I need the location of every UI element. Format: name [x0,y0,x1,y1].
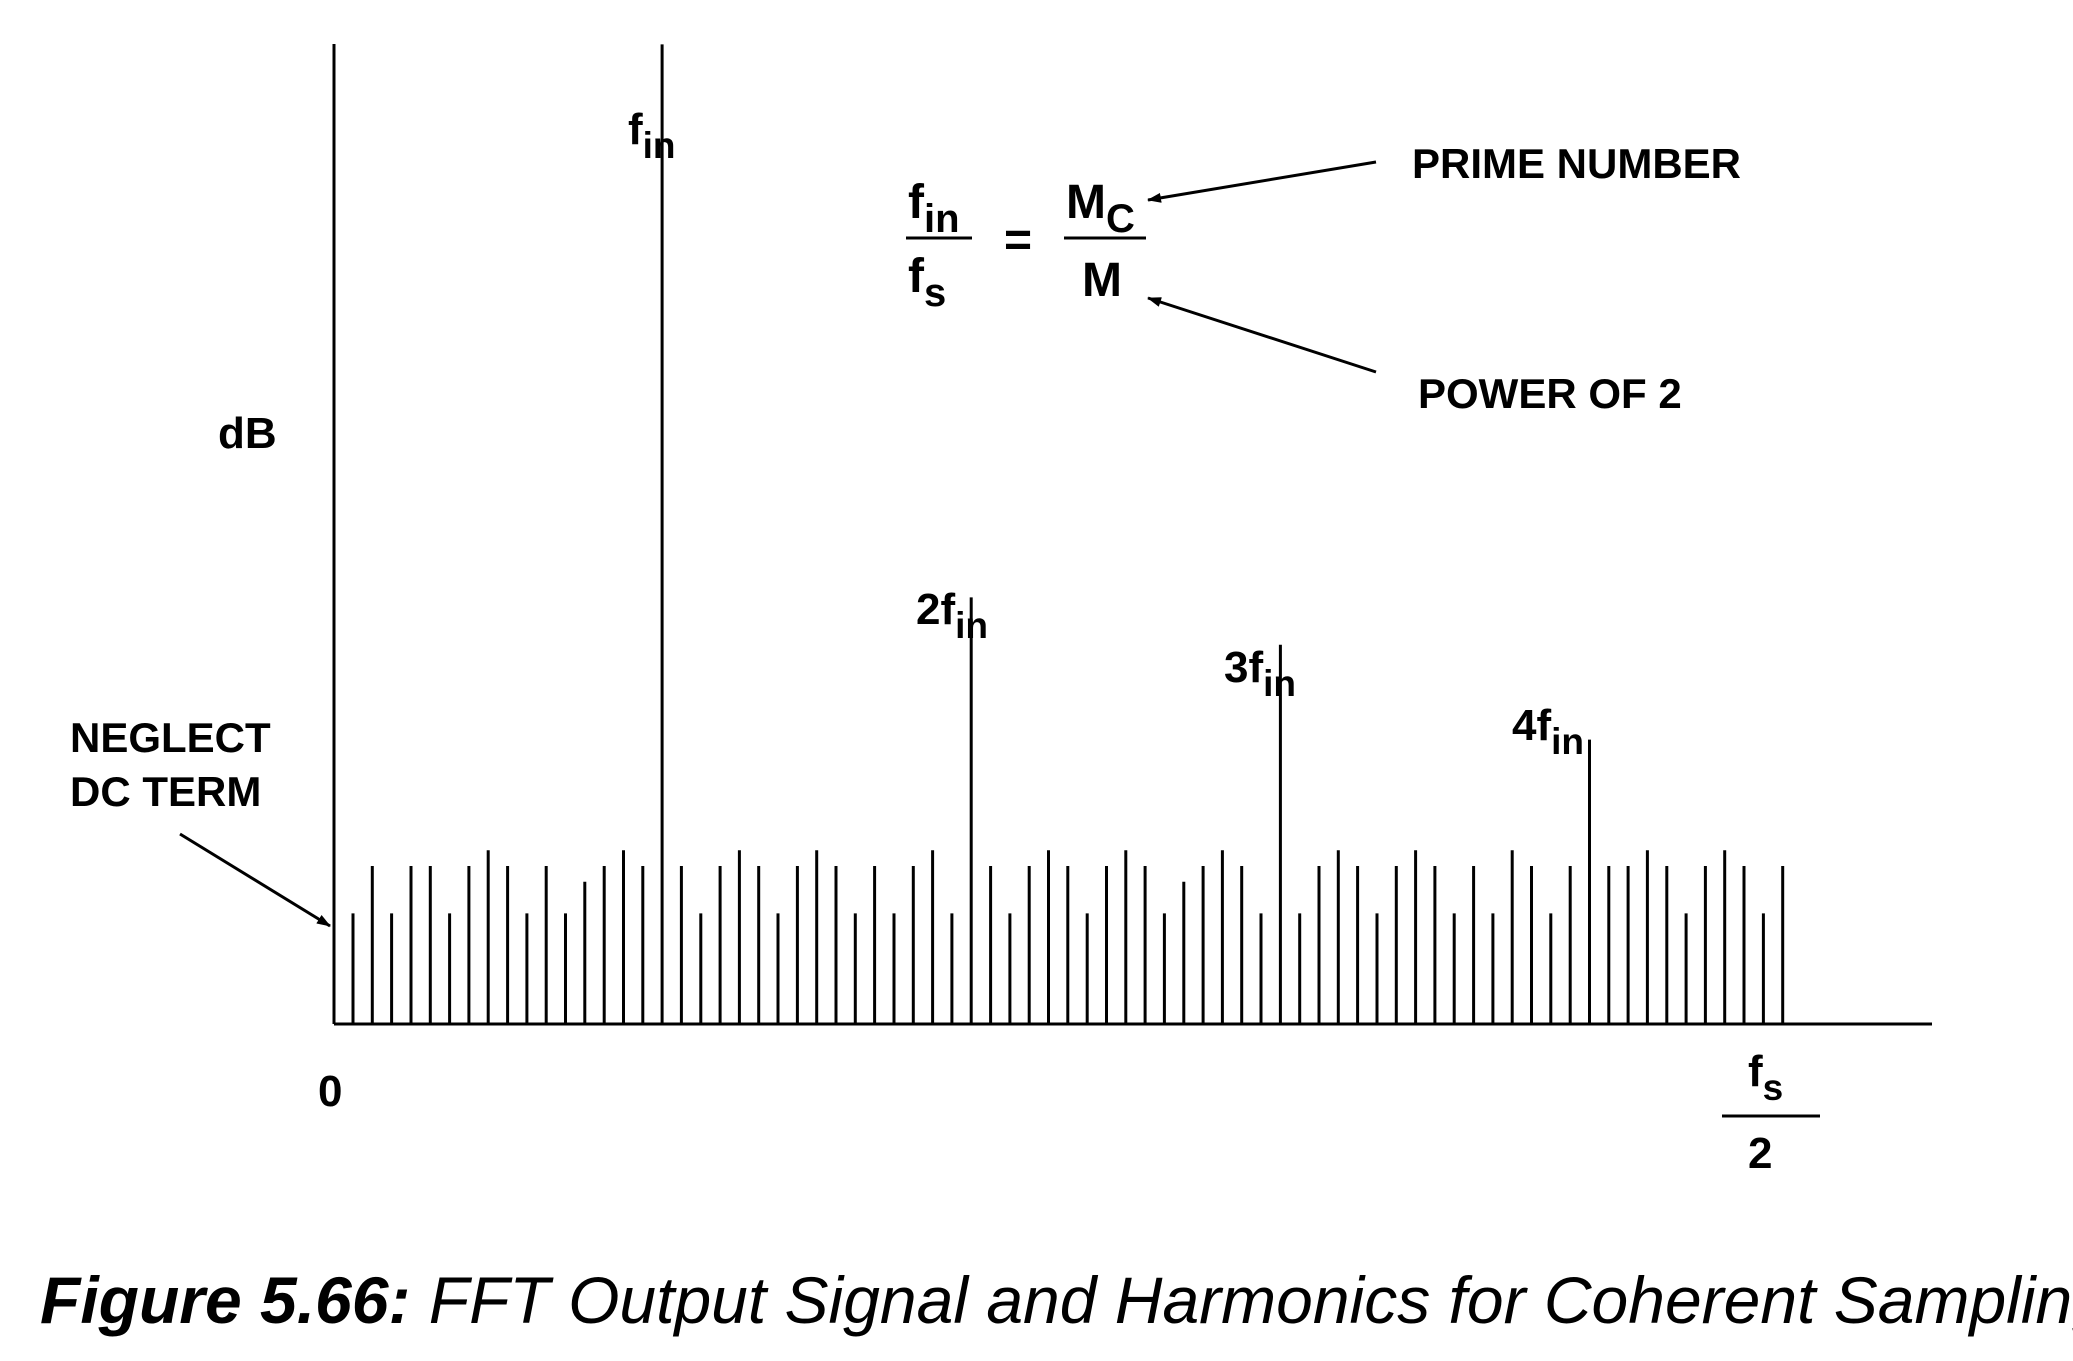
harmonic-3-base: f [1248,643,1263,692]
harmonic-3-sub: in [1263,663,1296,704]
equation-left-denominator-sub: s [924,271,946,315]
x-end-numerator: f [1748,1047,1763,1096]
power-of-2-arrow [1147,296,1377,374]
figure-caption: Figure 5.66: FFT Output Signal and Harmo… [40,1262,2073,1338]
harmonic-3-prefix: 3 [1224,643,1248,692]
equation-left-numerator-sub: in [924,197,960,241]
equation-left-denominator: fs [908,250,946,315]
harmonic-4-prefix: 4 [1512,701,1537,750]
equation-right-numerator: MC [1066,176,1135,241]
harmonic-4-sub: in [1551,721,1584,762]
coherent-sampling-equation: fin fs = MC M [906,176,1146,315]
prime-number-note: PRIME NUMBER [1412,140,1741,187]
harmonic-2-sub: in [955,605,988,646]
figure-caption-text: FFT Output Signal and Harmonics for Cohe… [410,1263,2073,1337]
prime-number-arrow [1147,160,1377,203]
harmonic-2-base: f [940,585,955,634]
neglect-dc-line2: DC TERM [70,768,261,815]
neglect-dc-arrow [179,832,331,928]
harmonic-label-4: 4fin [1512,701,1584,762]
x-origin-label: 0 [318,1067,342,1116]
x-end-numerator-sub: s [1763,1067,1784,1108]
fundamental-label: fin [628,105,676,166]
equation-equals-sign: = [1004,214,1032,267]
harmonic-2-prefix: 2 [916,585,940,634]
fundamental-label-sub: in [643,125,676,166]
signal-bins [660,44,1591,1024]
harmonic-4-base: f [1536,701,1551,750]
power-of-2-note: POWER OF 2 [1418,370,1682,417]
harmonic-label-2: 2fin [916,585,988,646]
harmonic-label-3: 3fin [1224,643,1296,704]
svg-text:fs: fs [1748,1047,1783,1108]
y-axis-label: dB [218,409,277,458]
x-end-label: fs 2 [1722,1047,1820,1178]
fundamental-label-base: f [628,105,643,154]
neglect-dc-line1: NEGLECT [70,714,271,761]
equation-left-numerator: fin [908,176,960,241]
neglect-dc-annotation: NEGLECT DC TERM [70,714,331,928]
equation-right-numerator-sub: C [1106,197,1135,241]
equation-right-denominator: M [1082,254,1122,307]
figure-number: Figure 5.66: [40,1263,411,1337]
x-end-denominator: 2 [1748,1129,1772,1178]
noise-floor-bins [351,850,1785,1024]
